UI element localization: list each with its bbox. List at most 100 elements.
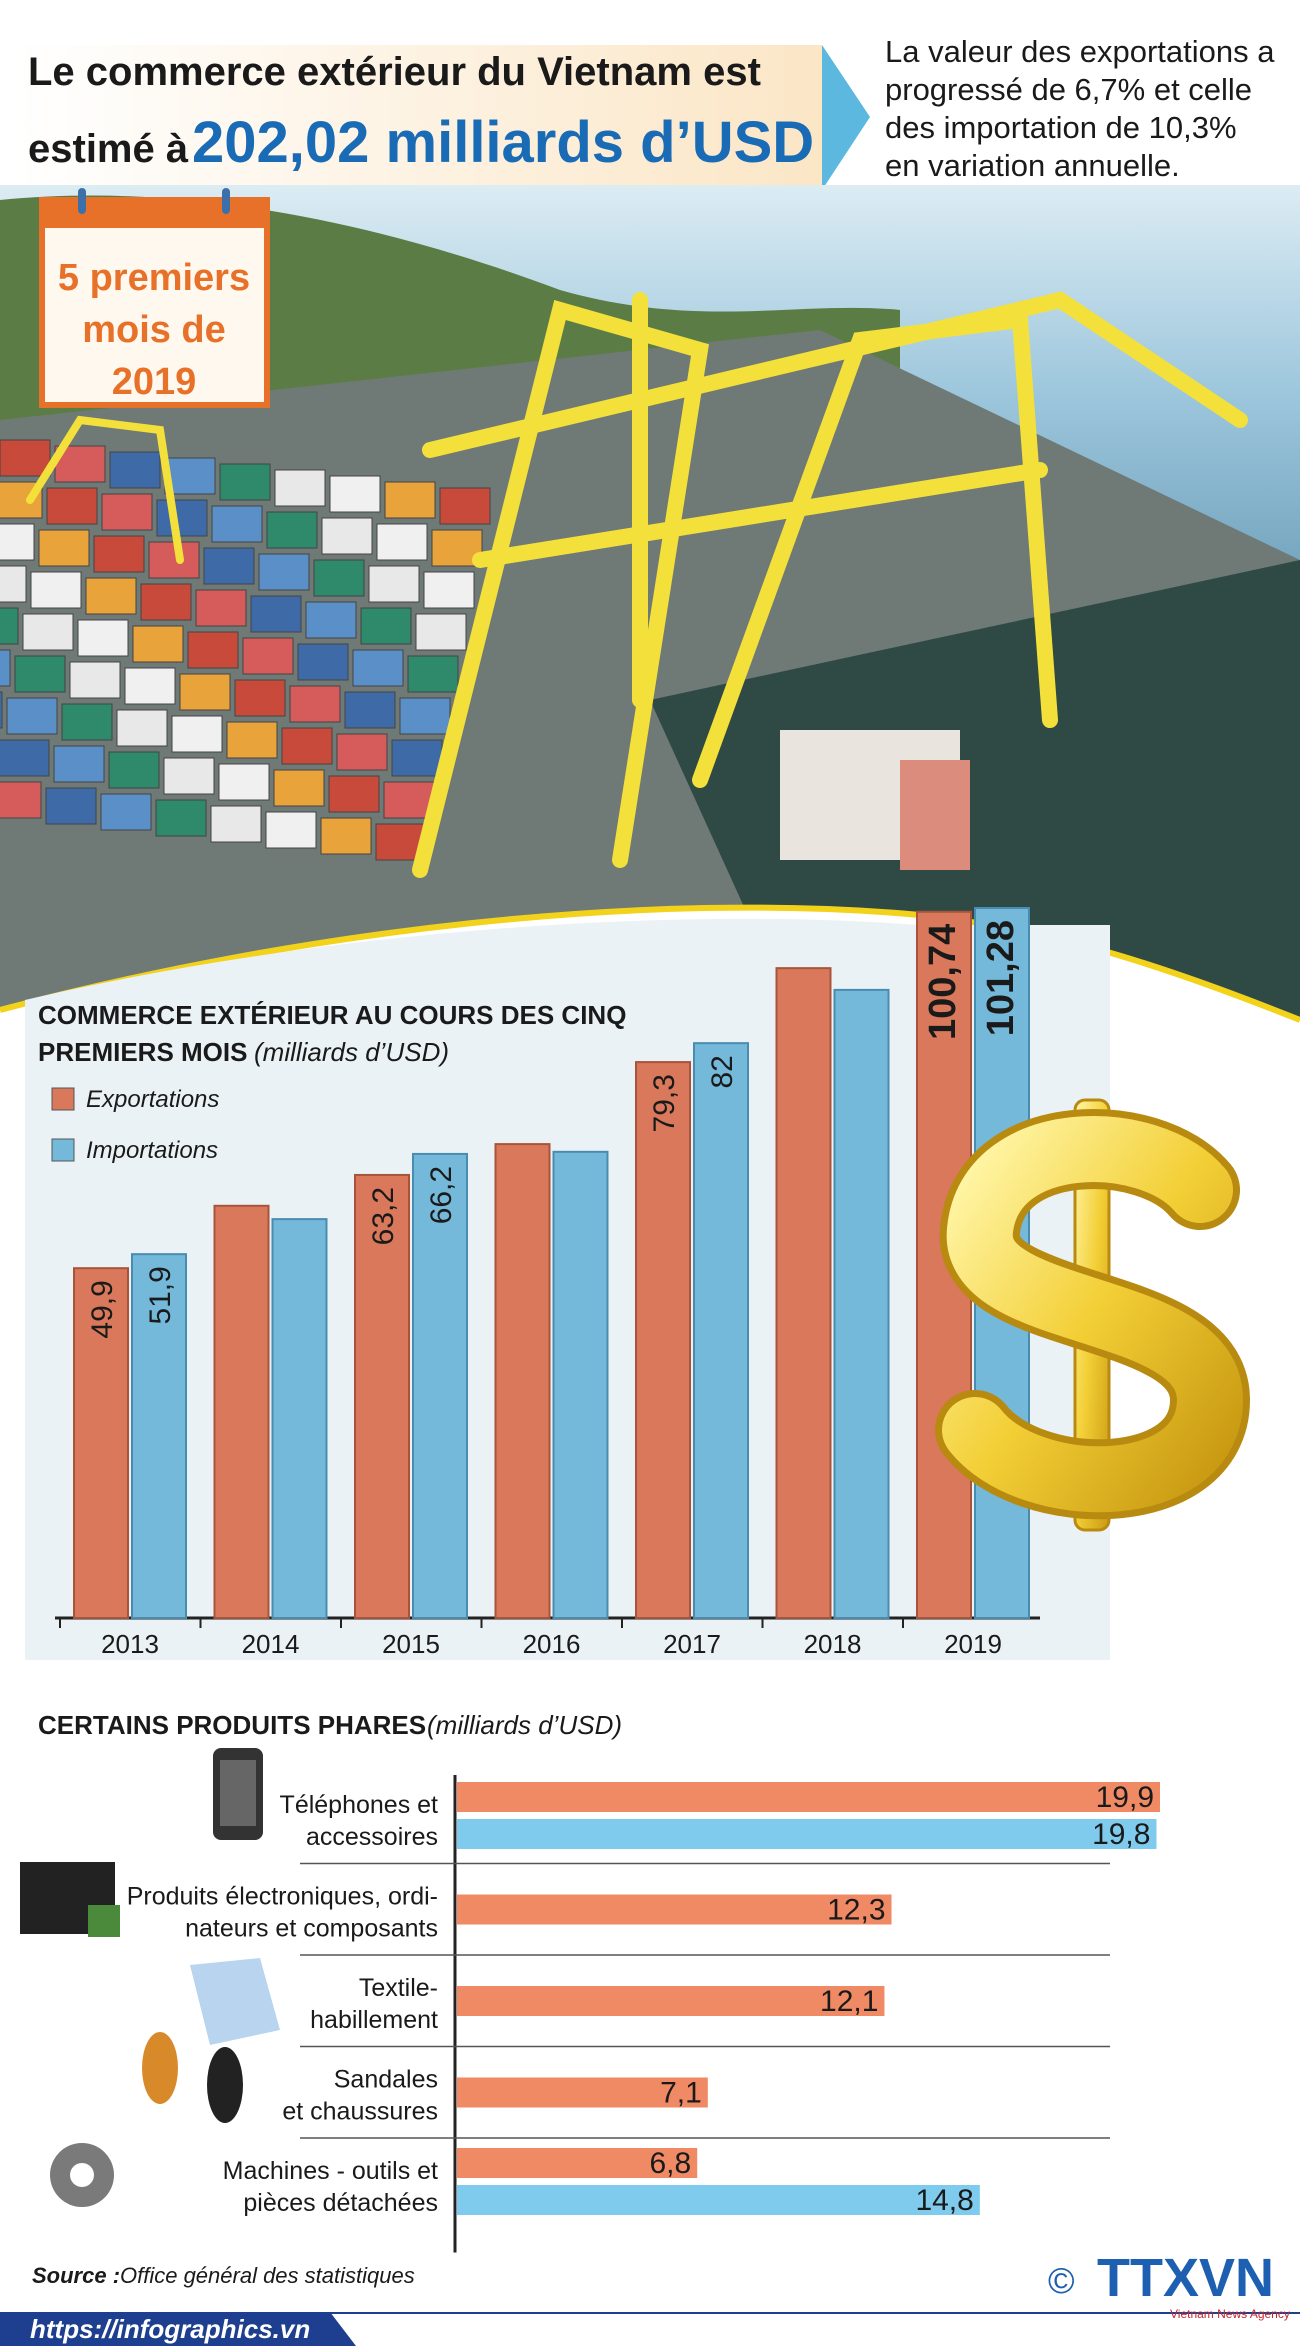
side-text: La valeur des exportations a progressé de… <box>885 34 1275 183</box>
crane <box>472 462 1048 568</box>
bar-chart: Exportations Importations 2013 49,9 51,9 2014… <box>51 907 1040 1659</box>
bar <box>457 1986 885 2016</box>
badge-ring <box>222 188 230 214</box>
bar <box>73 1267 129 1620</box>
bar <box>775 967 832 1619</box>
container <box>0 781 42 819</box>
bar <box>213 1204 270 1620</box>
container <box>281 727 333 765</box>
container <box>305 601 357 639</box>
value-label: 82 <box>706 1055 739 1088</box>
category-label: Produits électroniques, ordi-nateurs et … <box>127 1883 438 1943</box>
container <box>164 457 216 495</box>
value-label: 19,9 <box>1096 1781 1154 1814</box>
container <box>171 715 223 753</box>
container <box>0 691 3 729</box>
container <box>116 709 168 747</box>
bar <box>457 2148 698 2178</box>
container <box>336 733 388 771</box>
bar <box>131 1253 187 1620</box>
category-label: Textile-habillement <box>310 1974 438 2034</box>
crane <box>692 311 1058 788</box>
container <box>46 487 98 525</box>
chip-icon <box>88 1905 120 1937</box>
legend-swatch <box>51 1087 75 1111</box>
value-label: 12,1 <box>820 1985 878 2018</box>
container <box>415 613 467 651</box>
source: Office général des statistiques <box>120 2263 415 2288</box>
container <box>61 703 113 741</box>
bar <box>833 988 890 1619</box>
value-label: 51,9 <box>144 1266 177 1324</box>
container <box>53 745 105 783</box>
title-arrow <box>822 45 870 190</box>
bar <box>457 1782 1160 1812</box>
x-tick-label: 2013 <box>101 1629 159 1659</box>
value-label: 14,8 <box>915 2184 973 2217</box>
bar <box>271 1218 328 1619</box>
container <box>211 505 263 543</box>
crane <box>412 300 709 878</box>
container <box>384 481 436 519</box>
bar <box>494 1143 551 1619</box>
container <box>163 757 215 795</box>
category-label: Sandales et chaussures <box>282 2066 438 2126</box>
hbar-chart: Téléphones et accessoires 19,9 19,8 Produits… <box>127 1775 1160 2253</box>
container <box>360 607 412 645</box>
legend-label: Exportations <box>86 1086 219 1113</box>
container <box>203 547 255 585</box>
shoe-icon <box>207 2047 243 2123</box>
bar <box>457 1819 1157 1849</box>
x-tick-label: 2017 <box>663 1629 721 1659</box>
container <box>30 571 82 609</box>
container <box>45 787 97 825</box>
container <box>124 667 176 705</box>
dollar-icon <box>935 1098 1251 1532</box>
title-box <box>15 45 822 190</box>
container <box>6 697 58 735</box>
container <box>14 655 66 693</box>
container <box>109 451 161 489</box>
value-label: 100,74 <box>922 924 964 1040</box>
value-label: 12,3 <box>827 1894 885 1927</box>
value-label: 79,3 <box>648 1074 681 1132</box>
container <box>344 691 396 729</box>
phone-screen <box>220 1760 256 1826</box>
product-icons <box>20 1748 280 2207</box>
x-tick-label: 2016 <box>523 1629 581 1659</box>
category-label: Téléphones et accessoires <box>280 1791 439 1851</box>
ship-container <box>900 760 970 870</box>
dollar-s <box>942 1116 1244 1513</box>
badge <box>39 197 270 408</box>
container <box>93 535 145 573</box>
container <box>22 613 74 651</box>
container <box>289 685 341 723</box>
badge-top <box>42 200 267 228</box>
bar <box>412 1152 468 1619</box>
container <box>219 463 271 501</box>
bar <box>354 1173 410 1620</box>
container <box>148 541 200 579</box>
container <box>132 625 184 663</box>
url-band <box>0 2312 356 2346</box>
container <box>273 769 325 807</box>
container <box>0 565 27 603</box>
container <box>195 589 247 627</box>
value-label: 49,9 <box>86 1280 119 1338</box>
value-label: 63,2 <box>367 1187 400 1245</box>
bar <box>457 2077 708 2108</box>
value-label: 19,8 <box>1092 1818 1150 1851</box>
container <box>321 517 373 555</box>
container <box>258 553 310 591</box>
container <box>187 631 239 669</box>
container <box>38 529 90 567</box>
container <box>218 763 270 801</box>
container <box>368 565 420 603</box>
x-tick-label: 2015 <box>382 1629 440 1659</box>
container <box>328 775 380 813</box>
container <box>407 655 459 693</box>
container <box>329 475 381 513</box>
badge-text: 5 premiers mois de 2019 <box>58 257 250 403</box>
